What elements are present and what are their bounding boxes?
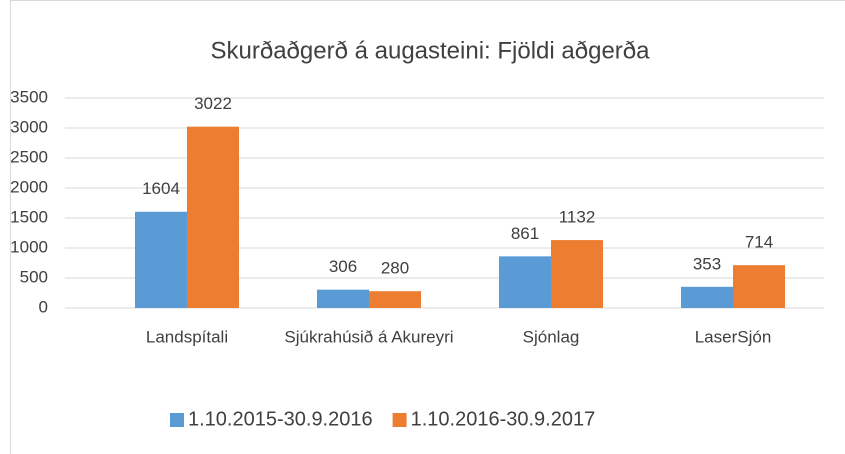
bar	[187, 126, 239, 309]
y-tick-label: 1000	[10, 237, 48, 256]
x-tick-label: Landspítali	[146, 327, 228, 346]
legend-swatch	[170, 413, 184, 427]
y-tick-label: 2000	[10, 177, 48, 196]
data-label: 714	[745, 233, 773, 252]
x-tick-label: LaserSjón	[695, 327, 772, 346]
bar	[681, 286, 733, 308]
bar	[499, 256, 551, 308]
y-tick-label: 1500	[10, 207, 48, 226]
x-tick-label: Sjónlag	[523, 327, 580, 346]
x-tick-label: Sjúkrahúsið á Akureyri	[284, 327, 453, 346]
legend-label: 1.10.2016-30.9.2017	[411, 408, 596, 430]
bar	[317, 289, 369, 308]
bar	[369, 291, 421, 308]
chart-title: Skurðaðgerð á augasteini: Fjöldi aðgerða	[211, 37, 651, 64]
data-label: 3022	[194, 94, 232, 113]
y-tick-label: 2500	[10, 147, 48, 166]
data-label: 1132	[559, 208, 596, 227]
bar	[733, 265, 785, 308]
data-label: 1604	[142, 179, 180, 198]
y-tick-label: 3500	[10, 87, 48, 106]
data-label: 861	[511, 224, 539, 243]
y-tick-label: 3000	[10, 117, 48, 136]
legend-swatch	[392, 413, 407, 427]
data-label: 306	[329, 257, 357, 276]
bar	[551, 240, 603, 308]
y-tick-label: 0	[39, 297, 48, 316]
data-label: 353	[693, 254, 721, 273]
bar	[135, 211, 187, 308]
y-tick-label: 500	[20, 267, 48, 286]
legend-label: 1.10.2015-30.9.2016	[188, 408, 373, 430]
data-label: 280	[381, 259, 409, 278]
